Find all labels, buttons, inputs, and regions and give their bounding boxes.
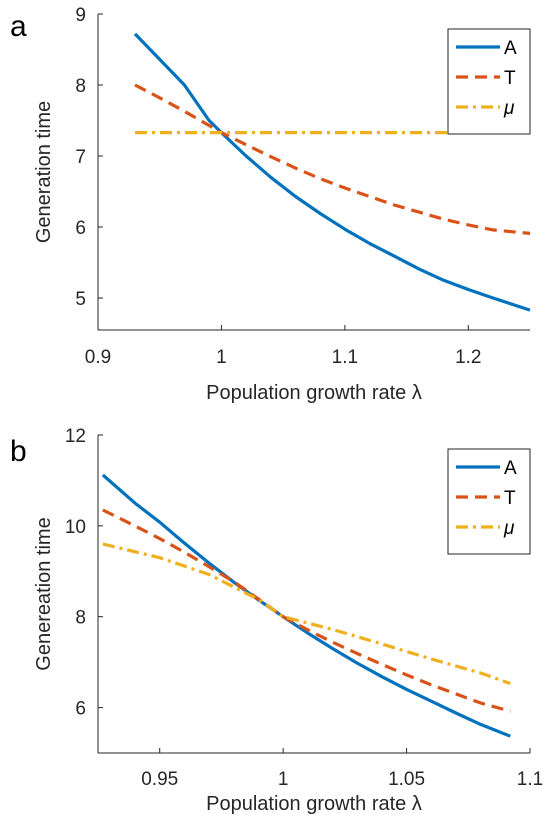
x-tick-label: 0.9 — [85, 347, 111, 368]
x-tick-label: 1.1 — [517, 769, 543, 790]
panel-letter: a — [10, 10, 27, 43]
legend-label: T — [504, 68, 516, 89]
y-tick-label: 12 — [65, 426, 86, 447]
legend-label: T — [504, 488, 516, 509]
x-axis-label: Population growth rate λ — [206, 382, 422, 404]
y-tick-label: 8 — [75, 608, 86, 629]
x-axis-label: Population growth rate λ — [206, 793, 422, 815]
legend: ATμ — [447, 28, 531, 135]
series-line-3 — [102, 542, 511, 686]
x-tick-label: 0.95 — [141, 769, 178, 790]
y-tick-label: 10 — [65, 517, 86, 538]
x-tick-label: 1.2 — [455, 347, 481, 368]
series-line-2 — [102, 508, 511, 713]
x-tick-label: 1 — [216, 347, 227, 368]
x-tick-label: 1.05 — [388, 769, 425, 790]
legend-label: A — [504, 38, 517, 59]
legend-label: μ — [503, 518, 515, 539]
series-line-1 — [101, 473, 511, 738]
x-tick-label: 1 — [278, 769, 289, 790]
chart-panel-a: a 0.9 1 1.1 1.2 5 6 7 8 9 Population growth rate λ… — [10, 5, 531, 404]
y-tick-label: 5 — [75, 289, 86, 310]
series-line-1 — [133, 32, 531, 312]
y-axis-label: Genereation time — [33, 517, 55, 670]
legend-label: μ — [503, 98, 515, 119]
y-tick-label: 9 — [75, 5, 86, 26]
legend-label: A — [504, 458, 517, 479]
x-tick-label: 1.1 — [332, 347, 358, 368]
legend-box — [447, 28, 531, 135]
y-axis-label: Generation time — [33, 101, 55, 243]
panel-letter: b — [10, 435, 27, 468]
y-tick-label: 7 — [75, 147, 86, 168]
chart-panel-b: b 0.95 1 1.05 1.1 6 8 10 12 Population growth rat… — [10, 426, 543, 815]
y-tick-label: 6 — [75, 699, 86, 720]
series-line-2 — [134, 83, 531, 235]
y-tick-label: 8 — [75, 76, 86, 97]
legend: ATμ — [447, 448, 531, 555]
legend-box — [447, 448, 531, 555]
y-tick-label: 6 — [75, 218, 86, 239]
